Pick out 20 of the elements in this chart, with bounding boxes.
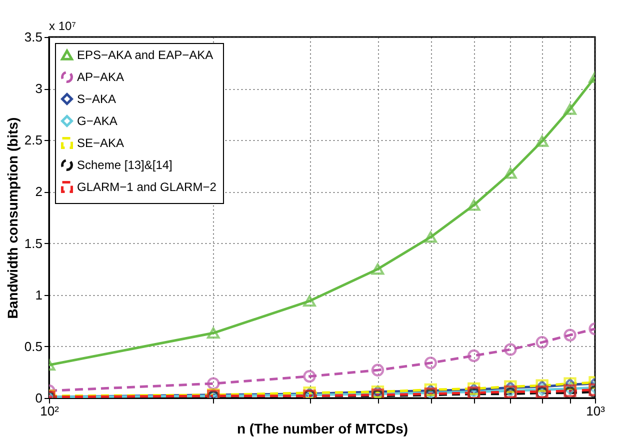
- y-tick-label: 2.5: [24, 132, 42, 148]
- y-tick-label: 0: [35, 390, 42, 406]
- legend-label: AP−AKA: [77, 70, 124, 84]
- legend-label: EPS−AKA and EAP−AKA: [77, 48, 214, 62]
- text: x 10⁷: [49, 19, 76, 33]
- legend-label: S−AKA: [77, 92, 116, 106]
- y-tick-label: 0.5: [24, 338, 42, 354]
- x-tick-label: 10²: [40, 404, 60, 418]
- y-tick-label: 2: [35, 184, 42, 200]
- legend-label: GLARM−1 and GLARM−2: [77, 180, 217, 194]
- x-axis-title: n (The number of MTCDs): [236, 420, 408, 436]
- legend-label: SE−AKA: [77, 136, 124, 150]
- y-tick-label: 1.5: [24, 236, 42, 251]
- legend-label: Scheme [13]&[14]: [77, 158, 172, 172]
- y-axis-title: Bandwidth consumption (bits): [4, 117, 20, 319]
- y-tick-label: 3: [35, 81, 42, 96]
- y-tick-label: 3.5: [24, 30, 42, 44]
- legend-label: G−AKA: [77, 114, 118, 128]
- x-tick-label: 10³: [586, 404, 606, 418]
- y-tick-label: 1: [35, 287, 42, 302]
